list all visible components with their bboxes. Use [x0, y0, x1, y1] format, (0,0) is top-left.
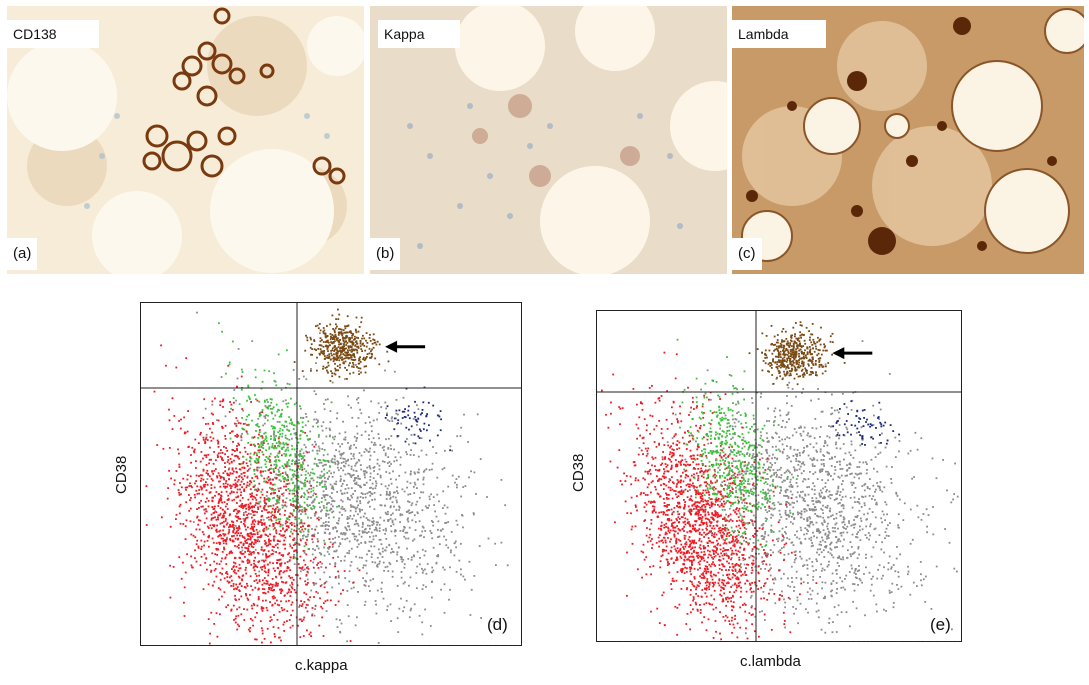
dot-cloud: [145, 308, 509, 645]
flow-plot-d: [140, 302, 522, 646]
panel-letter-b: (b): [370, 238, 401, 270]
histology-panel-lambda: Lambda (c): [732, 6, 1084, 274]
lambda-image: [732, 6, 1084, 274]
panel-letter-a: (a): [7, 238, 38, 270]
stain-label-cd138: CD138: [7, 20, 99, 48]
panel-letter-c: (c): [732, 238, 762, 270]
x-axis-label-d: c.kappa: [295, 657, 348, 674]
kappa-image: [370, 6, 727, 274]
x-axis-label-e: c.lambda: [740, 653, 801, 670]
cd138-image: [7, 6, 364, 274]
stain-label-lambda: Lambda: [732, 20, 826, 48]
scatter-plot-e: [596, 310, 962, 642]
histology-panel-kappa: Kappa (b): [370, 6, 727, 274]
log-ticks: [596, 641, 959, 642]
arrow-annotation: [832, 347, 873, 360]
scatter-plot-d: [140, 302, 522, 646]
y-axis-label-e: CD38: [570, 453, 587, 492]
plot-letter-d: (d): [487, 615, 508, 634]
y-axis-label-d: CD38: [113, 455, 130, 494]
dot-cloud: [601, 321, 959, 641]
stain-label-kappa: Kappa: [378, 20, 460, 48]
arrow-annotation: [385, 340, 426, 353]
histology-panel-cd138: CD138 (a): [7, 6, 364, 274]
flow-plot-e: [596, 310, 962, 642]
plot-letter-e: (e): [930, 615, 951, 634]
log-ticks: [140, 645, 519, 646]
